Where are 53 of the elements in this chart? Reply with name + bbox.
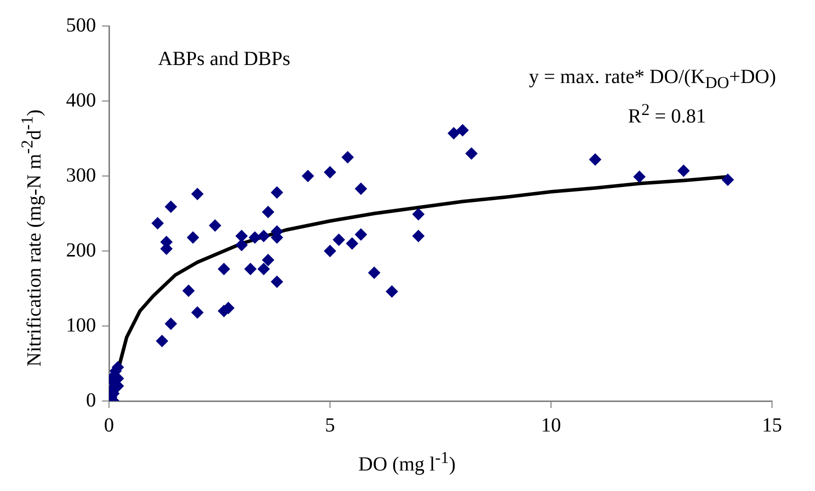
point	[412, 230, 424, 242]
point	[258, 230, 270, 242]
point	[236, 239, 248, 251]
annotation: y = max. rate* DO/(K$_{DO}$+DO)	[528, 66, 776, 93]
point	[262, 206, 274, 218]
point	[191, 188, 204, 200]
point	[678, 164, 690, 177]
point	[354, 182, 367, 195]
point	[354, 228, 367, 240]
point	[465, 148, 478, 160]
y-tick-label: 400	[66, 89, 96, 112]
x-tick-label: 15	[762, 414, 782, 436]
point	[456, 124, 469, 136]
point	[236, 230, 248, 242]
point	[633, 170, 646, 183]
point	[368, 266, 380, 279]
point	[270, 276, 283, 288]
annotation: R$^{2}$ = 0.81	[628, 100, 706, 129]
x-tick-label: 5	[325, 414, 335, 436]
point	[182, 284, 195, 297]
point	[156, 335, 168, 347]
y-tick-label: 500	[66, 14, 96, 36]
point	[270, 186, 283, 198]
annotation: ABPs and DBPs	[158, 48, 290, 71]
point	[346, 238, 358, 250]
point	[448, 127, 460, 140]
point	[218, 263, 230, 275]
point	[342, 151, 354, 164]
point	[164, 318, 177, 330]
x-tick-label: 0	[104, 414, 114, 436]
x-tick-label: 10	[541, 414, 561, 436]
point	[262, 254, 274, 266]
y-tick-label: 300	[66, 164, 96, 186]
y-tick-label: 0	[86, 389, 96, 412]
point	[324, 245, 336, 257]
point	[248, 232, 261, 244]
y-tick-label: 200	[66, 239, 96, 262]
point	[302, 170, 314, 182]
point	[186, 232, 199, 244]
point	[152, 217, 164, 230]
point	[324, 166, 336, 178]
point	[722, 174, 734, 186]
x-axis-title: DO (mg l$^{-1}$)	[357, 448, 457, 477]
point	[209, 220, 222, 232]
point	[412, 208, 424, 220]
point	[589, 154, 602, 166]
point	[258, 263, 270, 275]
point	[191, 306, 204, 318]
point	[164, 200, 177, 213]
y-tick-label: 100	[66, 314, 96, 336]
point	[332, 234, 345, 246]
point	[386, 286, 398, 298]
point	[244, 263, 256, 275]
